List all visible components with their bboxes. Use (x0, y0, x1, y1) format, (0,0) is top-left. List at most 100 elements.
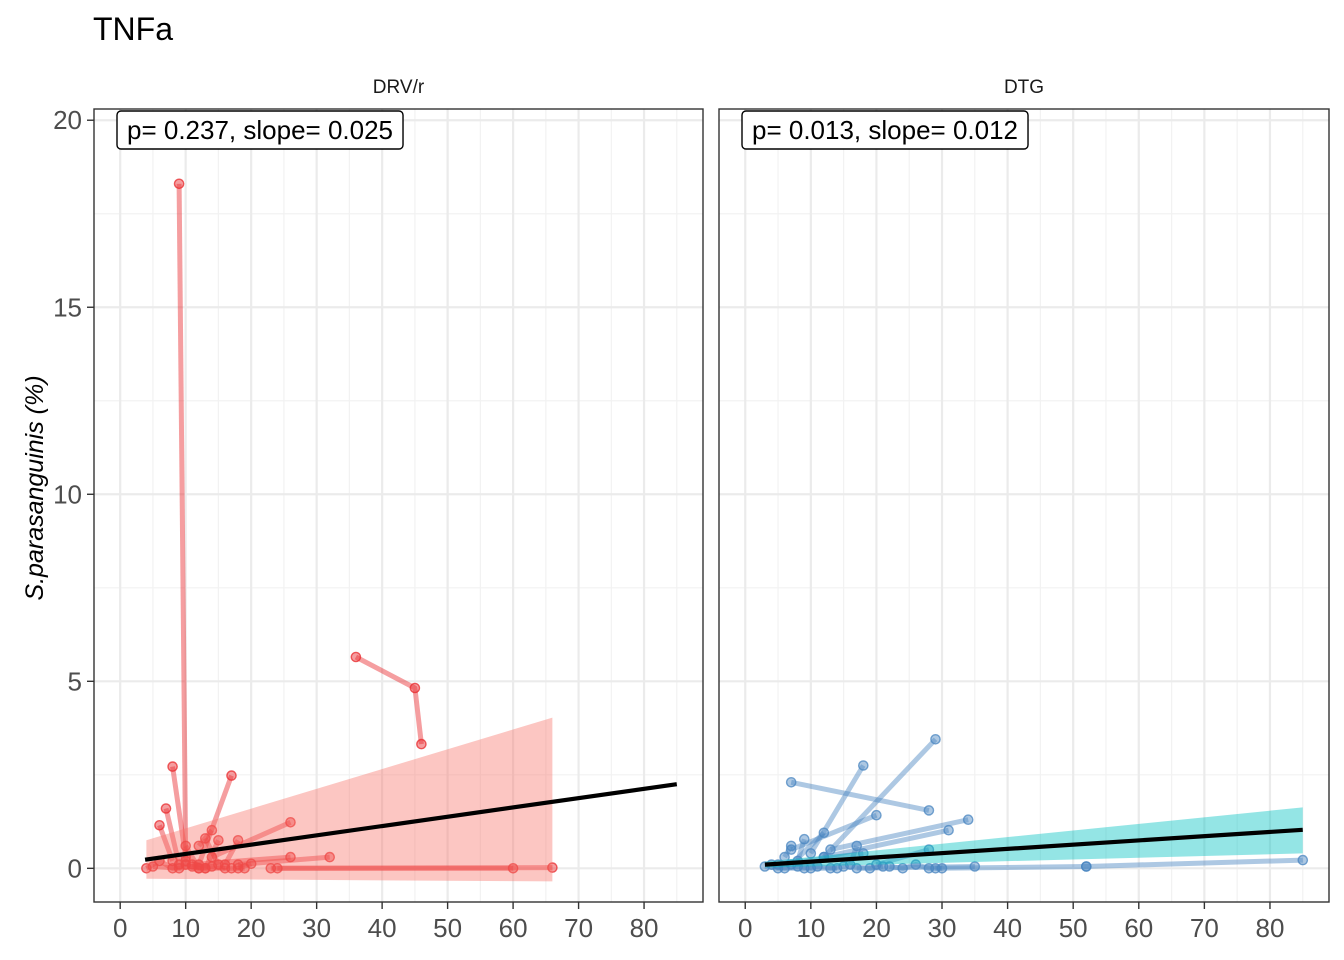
x-tick-label: 50 (1059, 913, 1088, 943)
x-tick-label: 40 (368, 913, 397, 943)
data-point (324, 851, 336, 863)
data-point (785, 777, 797, 788)
panel-border (718, 108, 1330, 903)
x-tick-label: 10 (796, 913, 825, 943)
data-point (805, 848, 817, 859)
data-point (923, 863, 935, 874)
data-point (199, 863, 211, 874)
grid (719, 109, 1329, 902)
panel-drv-r: DRV/r 0 10 20 30 40 50 60 70 80 0 5 10 15 20 p= 0.237,… (53, 77, 704, 943)
data-point (910, 859, 922, 870)
y-tick-label: 15 (53, 292, 82, 322)
subject-trajectory (822, 737, 938, 859)
x-tick-label: 70 (1190, 913, 1219, 943)
x-tick-label: 60 (1124, 913, 1153, 943)
data-point (213, 835, 224, 846)
data-point (897, 863, 909, 874)
subject-trajectory (237, 854, 330, 868)
data-point (851, 863, 863, 874)
panel-dtg: DTG 0 10 20 30 40 50 60 70 80 p= 0.013, slope= 0.… (718, 77, 1330, 943)
data-point (818, 827, 830, 839)
data-point (409, 682, 421, 694)
data-point (858, 760, 869, 771)
x-tick-label: 50 (433, 913, 462, 943)
data-point (785, 840, 797, 852)
data-point (154, 820, 165, 831)
data-point (969, 861, 981, 872)
x-tick-label: 30 (302, 913, 331, 943)
panel-border (93, 108, 704, 903)
data-point (936, 863, 948, 874)
x-tick-label: 0 (738, 913, 752, 943)
y-tick-label: 5 (68, 666, 82, 696)
subject-trajectory (354, 654, 424, 745)
subject-trajectory (145, 858, 226, 871)
data-point (173, 863, 185, 874)
subject-trajectory (789, 831, 826, 867)
data-point (547, 862, 558, 873)
data-point (825, 844, 836, 855)
confidence-ribbon (146, 717, 553, 882)
data-point (923, 805, 935, 816)
x-tick-label: 20 (862, 913, 891, 943)
y-tick-label: 0 (68, 853, 82, 883)
x-tick-label: 0 (113, 913, 127, 943)
data-point (507, 863, 519, 874)
grid (94, 109, 703, 902)
panel-strip-label: DTG (1004, 77, 1044, 98)
subject-trajectory (1086, 857, 1303, 869)
series-DTG (759, 734, 1309, 874)
data-point (180, 840, 191, 852)
data-point (1081, 861, 1092, 872)
x-tick-label: 20 (237, 913, 266, 943)
subject-trajectory (196, 828, 214, 848)
data-point (831, 863, 843, 874)
x-tick-label: 80 (630, 913, 659, 943)
data-point (186, 861, 198, 872)
data-point (239, 863, 250, 874)
panel-strip-label: DRV/r (373, 77, 425, 98)
subject-trajectory (829, 817, 969, 853)
x-tick-label: 10 (171, 913, 200, 943)
data-point (943, 824, 954, 836)
data-point (226, 770, 237, 781)
x-tick-label: 70 (564, 913, 593, 943)
chart-title: TNFa (93, 11, 173, 47)
data-point (864, 863, 876, 874)
data-point (272, 863, 283, 874)
stats-annotation: p= 0.013, slope= 0.012 (752, 115, 1018, 145)
subject-trajectory (808, 764, 866, 855)
data-point (785, 844, 797, 855)
data-point (199, 833, 211, 844)
subject-trajectory (847, 845, 860, 866)
data-point (285, 851, 296, 863)
subject-trajectory (823, 827, 950, 860)
data-point (167, 761, 178, 772)
data-point (147, 861, 159, 872)
data-point (226, 863, 237, 874)
data-point (416, 738, 427, 750)
data-point (173, 178, 185, 190)
data-point (206, 824, 218, 836)
data-point (871, 809, 882, 821)
y-tick-label: 10 (53, 479, 82, 509)
subject-trajectory (856, 864, 975, 871)
subject-trajectory (935, 864, 1087, 871)
y-axis-label: S.parasanguinis (%) (21, 375, 49, 600)
x-tick-label: 80 (1256, 913, 1285, 943)
data-point (160, 803, 172, 814)
data-point (1297, 854, 1309, 866)
y-tick-label: 20 (53, 105, 82, 135)
data-point (851, 840, 863, 852)
x-tick-label: 40 (993, 913, 1022, 943)
stats-annotation-box (116, 110, 404, 150)
data-point (884, 861, 895, 872)
stats-annotation-box (741, 110, 1029, 150)
subject-trajectory (795, 838, 807, 862)
confidence-ribbon (764, 807, 1303, 868)
regression-line (764, 827, 1303, 867)
series-DRV/r (141, 178, 558, 874)
subject-trajectory (790, 779, 930, 813)
data-point (799, 833, 810, 845)
